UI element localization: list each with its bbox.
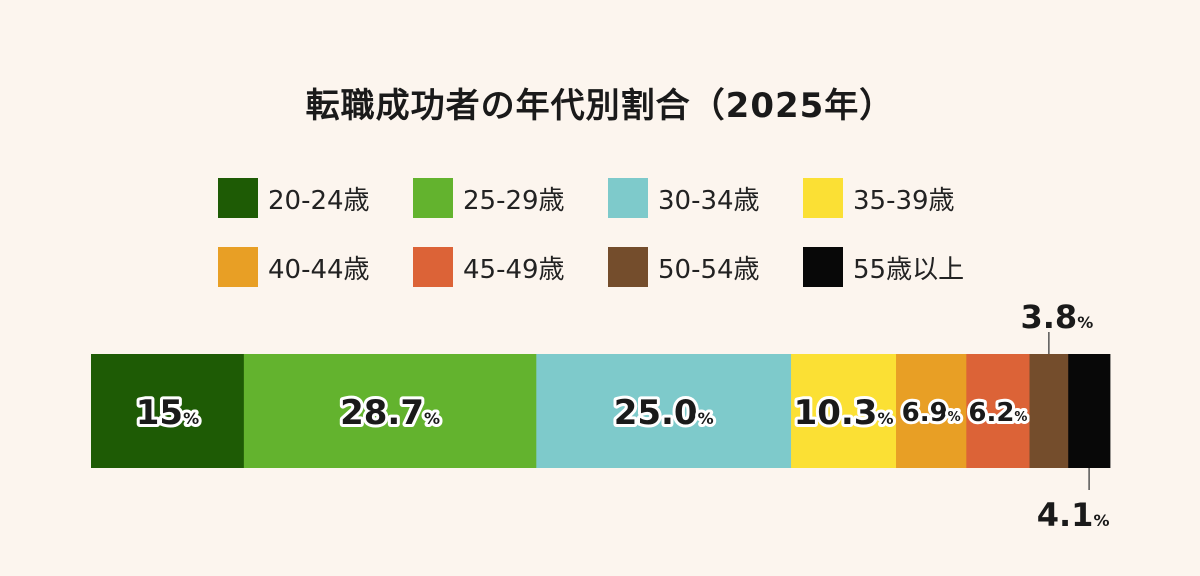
bar-segment [1068, 354, 1111, 468]
bar-segment [896, 354, 967, 468]
bar-segment [536, 354, 792, 468]
legend-item: 20-24歳 [218, 178, 370, 218]
segment-value-label: 4.1% [1037, 496, 1110, 534]
legend-item: 35-39歳 [803, 178, 955, 218]
legend-label: 40-44歳 [268, 254, 370, 285]
legend-label: 45-49歳 [463, 254, 565, 285]
legend-label: 30-34歳 [658, 185, 760, 216]
bar-segment [1029, 354, 1069, 468]
chart-title: 転職成功者の年代別割合（2025年） [305, 86, 895, 126]
legend-label: 50-54歳 [658, 254, 760, 285]
legend-swatch [218, 247, 258, 287]
legend-item: 50-54歳 [608, 247, 760, 287]
legend-label: 55歳以上 [853, 254, 965, 285]
legend-swatch [413, 247, 453, 287]
legend-label: 25-29歳 [463, 185, 565, 216]
legend-swatch [608, 247, 648, 287]
segment-value-label: 10.3% [794, 393, 894, 433]
legend-swatch [413, 178, 453, 218]
segment-value-label: 6.9% [902, 398, 961, 428]
legend-swatch [608, 178, 648, 218]
segment-value-label: 3.8% [1021, 298, 1094, 336]
legend-item: 55歳以上 [803, 247, 964, 287]
legend-item: 30-34歳 [608, 178, 760, 218]
legend-item: 25-29歳 [413, 178, 565, 218]
segment-value-label: 25.0% [614, 393, 714, 433]
bar-segment [91, 354, 245, 468]
bar-segment [966, 354, 1030, 468]
segment-value-label: 6.2% [968, 398, 1027, 428]
segment-value-label: 28.7% [340, 393, 440, 433]
legend-item: 40-44歳 [218, 247, 370, 287]
legend-item: 45-49歳 [413, 247, 565, 287]
segment-value-label: 15% [136, 393, 199, 433]
bar-segment [791, 354, 897, 468]
legend-swatch [803, 247, 843, 287]
legend-swatch [218, 178, 258, 218]
legend-swatch [803, 178, 843, 218]
legend-label: 35-39歳 [853, 185, 955, 216]
bar-segment [243, 354, 537, 468]
legend-label: 20-24歳 [268, 185, 370, 216]
